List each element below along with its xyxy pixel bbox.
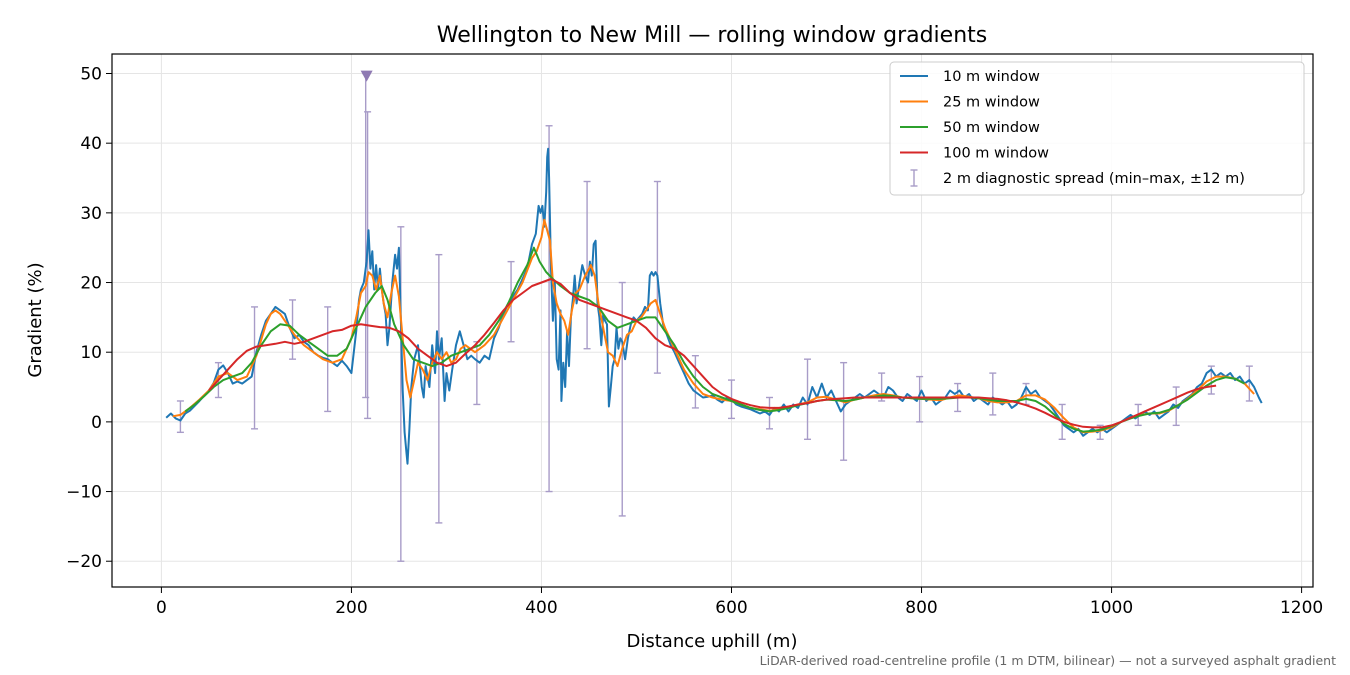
- y-tick-label: 0: [91, 413, 102, 433]
- series-line: [208, 278, 1217, 429]
- errorbar: [435, 253, 443, 524]
- errorbar: [176, 400, 184, 434]
- y-tick-label: 40: [80, 134, 102, 154]
- legend-entry: 50 m window: [900, 120, 1040, 136]
- y-tick-label: 20: [80, 274, 102, 294]
- chart-title: Wellington to New Mill — rolling window …: [437, 23, 987, 48]
- x-tick-label: 1000: [1090, 598, 1133, 618]
- errorbar: [691, 354, 699, 409]
- footnote: LiDAR-derived road-centreline profile (1…: [760, 653, 1336, 668]
- y-tick-label: −20: [66, 552, 102, 572]
- series-lines: [165, 147, 1263, 465]
- series-line: [184, 246, 1246, 433]
- x-tick-label: 800: [905, 598, 937, 618]
- y-tick-label: 30: [80, 204, 102, 224]
- errorbar: [1245, 365, 1253, 402]
- grid-lines: [112, 54, 1313, 587]
- legend: 10 m window 25 m window 50 m window 100 m w…: [889, 61, 1305, 196]
- y-tick-label: 50: [80, 65, 102, 85]
- legend-entry: 25 m window: [900, 95, 1040, 111]
- errorbar: [251, 306, 259, 430]
- clipped-value-marker: [360, 70, 373, 82]
- legend-label: 50 m window: [943, 120, 1040, 136]
- legend-label: 2 m diagnostic spread (min–max, ±12 m): [943, 171, 1245, 187]
- legend-label: 10 m window: [943, 69, 1040, 85]
- errorbar: [804, 358, 812, 440]
- x-axis-ticks: 0 200 400 600 800 1000 1200: [156, 587, 1323, 618]
- clipped-marker-layer: [360, 70, 373, 82]
- errorbar: [618, 281, 626, 517]
- legend-entry: 100 m window: [900, 146, 1049, 162]
- y-axis-label: Gradient (%): [25, 262, 46, 377]
- legend-box: [889, 61, 1305, 196]
- plot-frame: [111, 53, 1314, 588]
- errorbar: [840, 361, 848, 461]
- y-axis-ticks: −20 −10 0 10 20 30 40 50: [66, 65, 112, 572]
- y-tick-label: 10: [80, 343, 102, 363]
- x-axis-label: Distance uphill (m): [627, 631, 798, 652]
- legend-label: 25 m window: [943, 95, 1040, 111]
- errorbar: [989, 372, 997, 416]
- errorbar: [364, 111, 372, 420]
- x-tick-label: 400: [525, 598, 557, 618]
- errorbar: [583, 180, 591, 350]
- x-tick-label: 1200: [1280, 598, 1323, 618]
- x-tick-label: 200: [335, 598, 367, 618]
- legend-entry: 10 m window: [900, 69, 1040, 85]
- y-tick-label: −10: [66, 483, 102, 503]
- x-tick-label: 600: [715, 598, 747, 618]
- legend-label: 100 m window: [943, 146, 1049, 162]
- x-tick-label: 0: [156, 598, 167, 618]
- legend-entry: 2 m diagnostic spread (min–max, ±12 m): [910, 169, 1245, 187]
